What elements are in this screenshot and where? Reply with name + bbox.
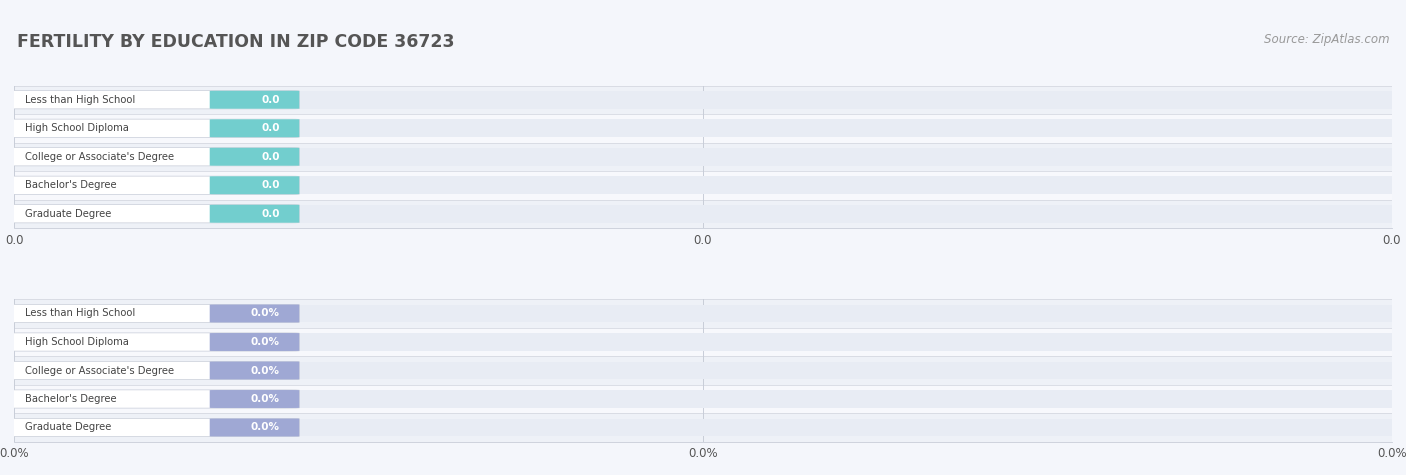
- FancyBboxPatch shape: [3, 91, 299, 109]
- Bar: [14, 91, 1392, 109]
- Bar: [14, 361, 1392, 380]
- FancyBboxPatch shape: [209, 418, 299, 437]
- Text: 0.0: 0.0: [262, 152, 280, 162]
- Bar: [14, 142, 1392, 171]
- Bar: [14, 200, 1392, 228]
- Text: Graduate Degree: Graduate Degree: [25, 422, 111, 433]
- Text: 0.0: 0.0: [262, 95, 280, 105]
- Bar: [14, 390, 1392, 408]
- Text: 0.0: 0.0: [262, 180, 280, 190]
- FancyBboxPatch shape: [3, 418, 299, 437]
- Text: 0.0%: 0.0%: [252, 422, 280, 433]
- Text: Less than High School: Less than High School: [25, 308, 135, 319]
- FancyBboxPatch shape: [209, 91, 299, 109]
- Bar: [14, 356, 1392, 385]
- Text: 0.0: 0.0: [262, 209, 280, 219]
- Bar: [14, 205, 1392, 223]
- FancyBboxPatch shape: [3, 205, 299, 223]
- Bar: [14, 119, 1392, 137]
- Text: 0.0%: 0.0%: [252, 308, 280, 319]
- FancyBboxPatch shape: [209, 205, 299, 223]
- Bar: [14, 171, 1392, 200]
- FancyBboxPatch shape: [3, 304, 299, 323]
- Text: 0.0%: 0.0%: [252, 365, 280, 376]
- Bar: [14, 86, 1392, 114]
- Text: FERTILITY BY EDUCATION IN ZIP CODE 36723: FERTILITY BY EDUCATION IN ZIP CODE 36723: [17, 33, 454, 51]
- Bar: [14, 413, 1392, 442]
- Text: 0.0%: 0.0%: [252, 337, 280, 347]
- FancyBboxPatch shape: [209, 304, 299, 323]
- FancyBboxPatch shape: [3, 333, 299, 351]
- Bar: [14, 418, 1392, 437]
- FancyBboxPatch shape: [3, 148, 299, 166]
- FancyBboxPatch shape: [209, 390, 299, 408]
- Bar: [14, 114, 1392, 142]
- Text: College or Associate's Degree: College or Associate's Degree: [25, 365, 174, 376]
- FancyBboxPatch shape: [3, 390, 299, 408]
- Text: Graduate Degree: Graduate Degree: [25, 209, 111, 219]
- Bar: [14, 304, 1392, 323]
- Bar: [14, 299, 1392, 328]
- FancyBboxPatch shape: [3, 176, 299, 194]
- Bar: [14, 333, 1392, 351]
- FancyBboxPatch shape: [209, 119, 299, 137]
- Bar: [14, 148, 1392, 166]
- Bar: [14, 176, 1392, 194]
- FancyBboxPatch shape: [209, 361, 299, 380]
- Text: Less than High School: Less than High School: [25, 95, 135, 105]
- Text: High School Diploma: High School Diploma: [25, 337, 129, 347]
- FancyBboxPatch shape: [209, 176, 299, 194]
- FancyBboxPatch shape: [3, 119, 299, 137]
- Text: Source: ZipAtlas.com: Source: ZipAtlas.com: [1264, 33, 1389, 46]
- Bar: [14, 385, 1392, 413]
- Text: High School Diploma: High School Diploma: [25, 123, 129, 133]
- FancyBboxPatch shape: [209, 333, 299, 351]
- Text: Bachelor's Degree: Bachelor's Degree: [25, 180, 117, 190]
- FancyBboxPatch shape: [3, 361, 299, 380]
- Text: 0.0: 0.0: [262, 123, 280, 133]
- Text: Bachelor's Degree: Bachelor's Degree: [25, 394, 117, 404]
- Text: 0.0%: 0.0%: [252, 394, 280, 404]
- Text: College or Associate's Degree: College or Associate's Degree: [25, 152, 174, 162]
- Bar: [14, 328, 1392, 356]
- FancyBboxPatch shape: [209, 148, 299, 166]
